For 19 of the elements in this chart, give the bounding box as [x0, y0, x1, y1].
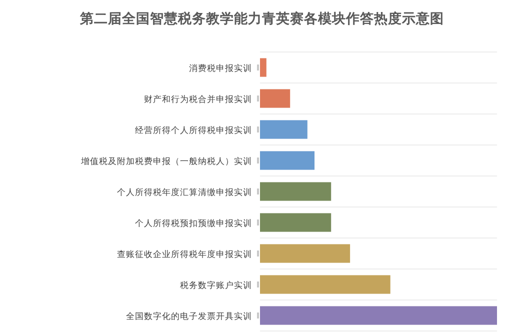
y-tick-label: 经营所得个人所得税申报实训: [135, 125, 252, 136]
bar: [260, 182, 332, 201]
y-tick-label: 全国数字化的电子发票开具实训: [126, 311, 252, 322]
y-tick-label: 个人所得税预扣预缴申报实训: [135, 218, 252, 229]
bar: [260, 244, 350, 263]
y-tick-label: 税务数字账户实训: [180, 280, 252, 291]
y-tick-label: 增值税及附加税费申报（一般纳税人）实训: [80, 156, 252, 167]
y-tick-label: 个人所得税年度汇算清缴申报实训: [117, 187, 252, 198]
bar: [260, 306, 497, 325]
y-tick-label: 财产和行为税合并申报实训: [144, 94, 252, 105]
bar: [260, 151, 315, 170]
bar: [260, 120, 308, 139]
bar: [260, 58, 266, 77]
y-tick-label: 消费税申报实训: [189, 63, 252, 74]
bar: [260, 89, 290, 108]
bar: [260, 213, 332, 232]
chart-title: 第二届全国智慧税务教学能力青英赛各模块作答热度示意图: [79, 10, 444, 27]
bar: [260, 275, 390, 294]
y-tick-label: 查账征收企业所得税年度申报实训: [117, 249, 252, 260]
